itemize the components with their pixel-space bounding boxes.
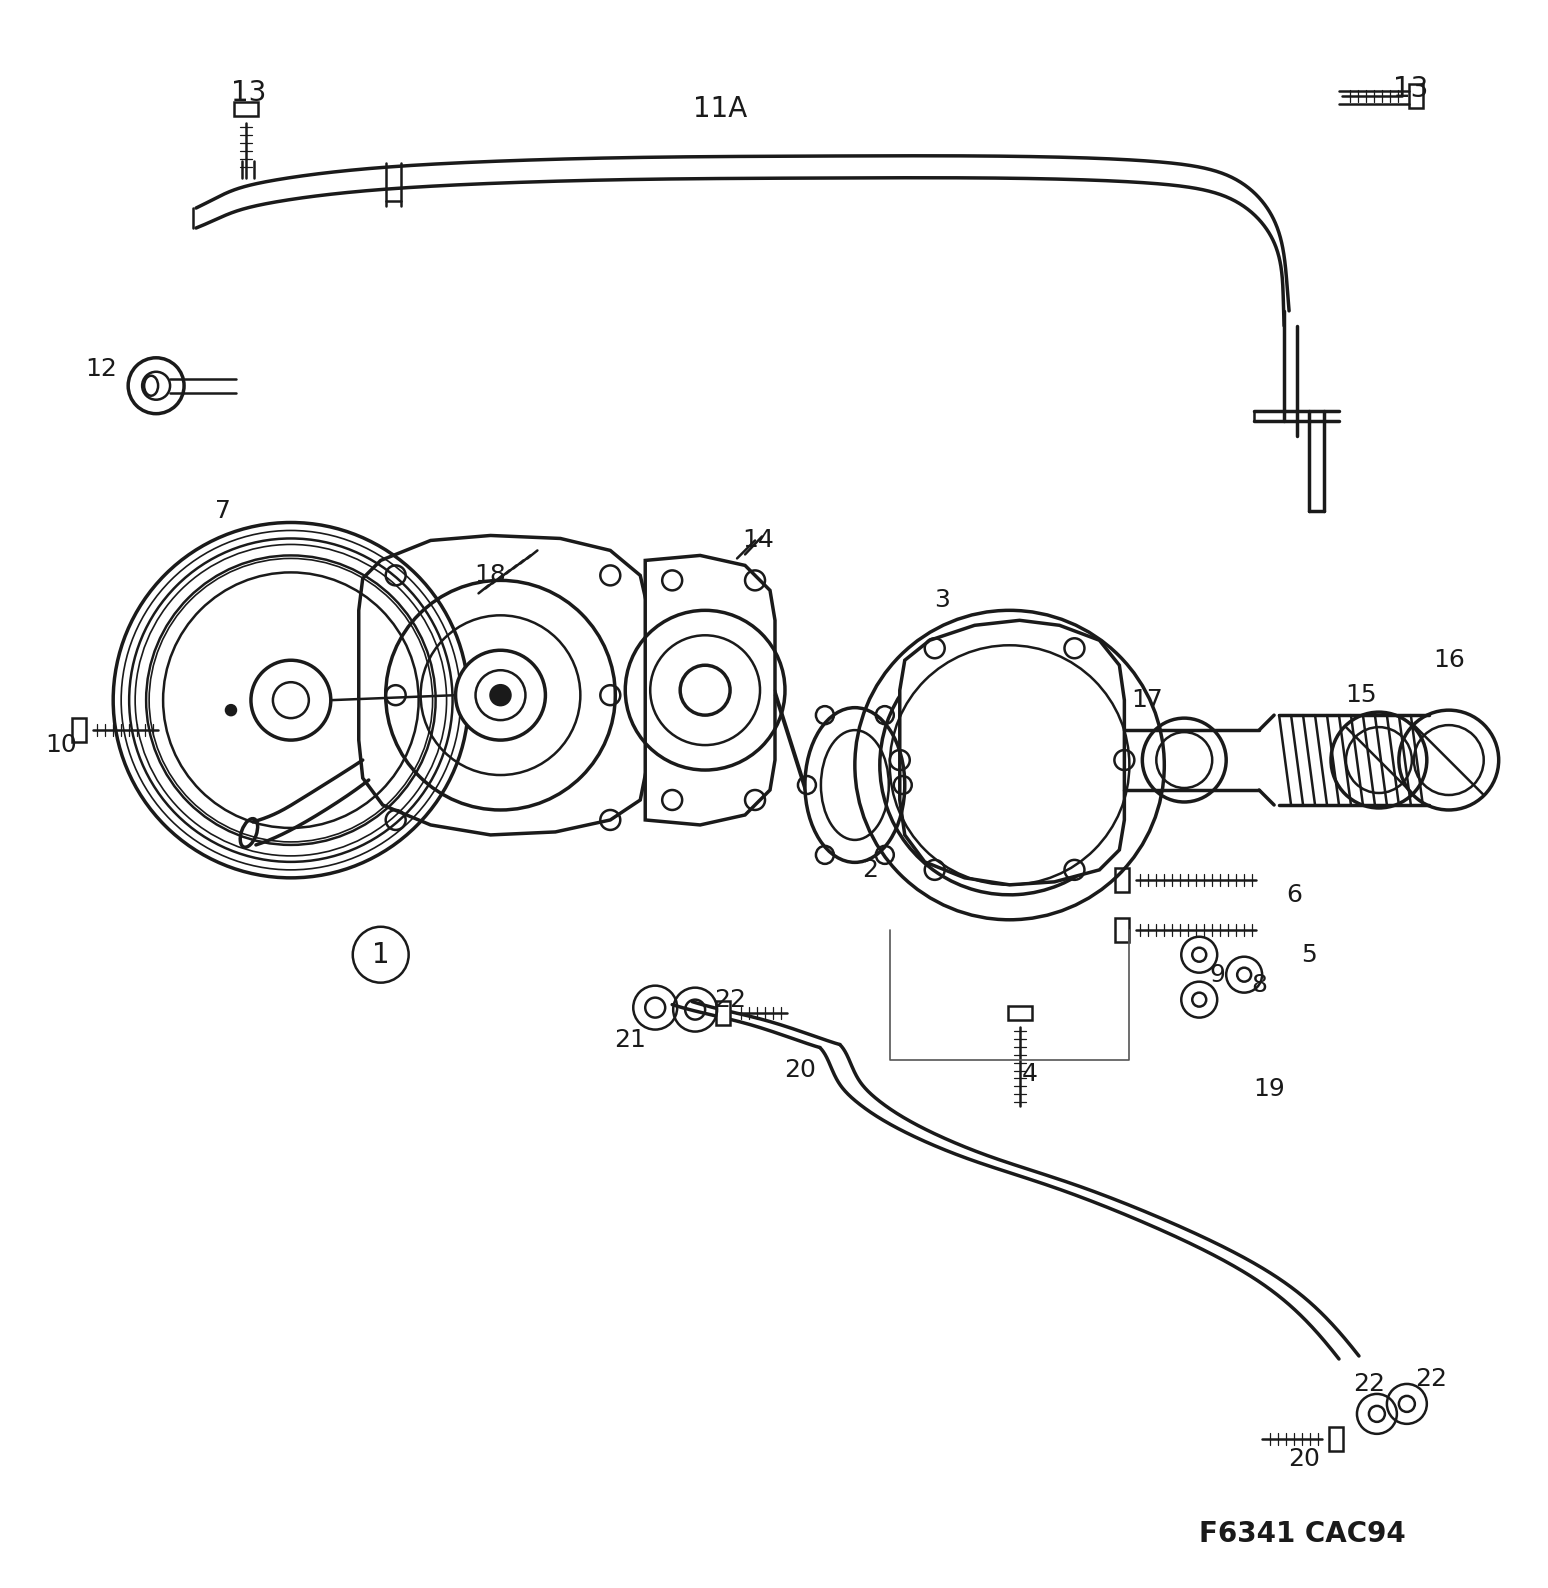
Text: 9: 9	[1209, 962, 1224, 986]
Polygon shape	[1116, 869, 1130, 892]
Polygon shape	[1116, 918, 1130, 942]
Text: 5: 5	[1302, 943, 1317, 967]
Text: 8: 8	[1251, 973, 1268, 997]
Circle shape	[272, 683, 310, 718]
Text: 16: 16	[1433, 648, 1464, 672]
Circle shape	[455, 649, 545, 740]
Text: 11A: 11A	[694, 95, 748, 124]
Text: 10: 10	[45, 734, 77, 757]
Text: 6: 6	[1286, 883, 1302, 907]
Circle shape	[491, 684, 511, 705]
Text: 21: 21	[615, 1027, 646, 1051]
Text: 20: 20	[1288, 1447, 1320, 1470]
Text: 18: 18	[475, 564, 506, 588]
Text: 4: 4	[1022, 1062, 1037, 1086]
Text: 15: 15	[1345, 683, 1376, 707]
Text: 13: 13	[231, 79, 266, 108]
Polygon shape	[1008, 1005, 1031, 1019]
Text: 22: 22	[1415, 1367, 1447, 1391]
Polygon shape	[1409, 84, 1423, 108]
Polygon shape	[717, 1000, 731, 1024]
Text: 19: 19	[1254, 1078, 1285, 1102]
Text: 14: 14	[741, 529, 774, 553]
Polygon shape	[646, 556, 776, 824]
Text: 1: 1	[372, 940, 390, 969]
Polygon shape	[359, 535, 649, 835]
Text: 13: 13	[1393, 75, 1429, 103]
Circle shape	[226, 705, 235, 715]
Circle shape	[680, 665, 731, 715]
Polygon shape	[899, 621, 1124, 885]
Polygon shape	[1330, 1428, 1344, 1451]
Text: 20: 20	[783, 1058, 816, 1081]
Text: 22: 22	[714, 988, 746, 1012]
Text: 3: 3	[933, 588, 949, 613]
Text: 12: 12	[85, 357, 118, 381]
Text: F6341 CAC94: F6341 CAC94	[1200, 1520, 1406, 1548]
Text: 17: 17	[1132, 688, 1163, 711]
Polygon shape	[73, 718, 87, 742]
Text: 7: 7	[215, 499, 231, 522]
Polygon shape	[234, 102, 259, 116]
Text: 2: 2	[862, 858, 878, 881]
Text: 22: 22	[1353, 1372, 1385, 1396]
